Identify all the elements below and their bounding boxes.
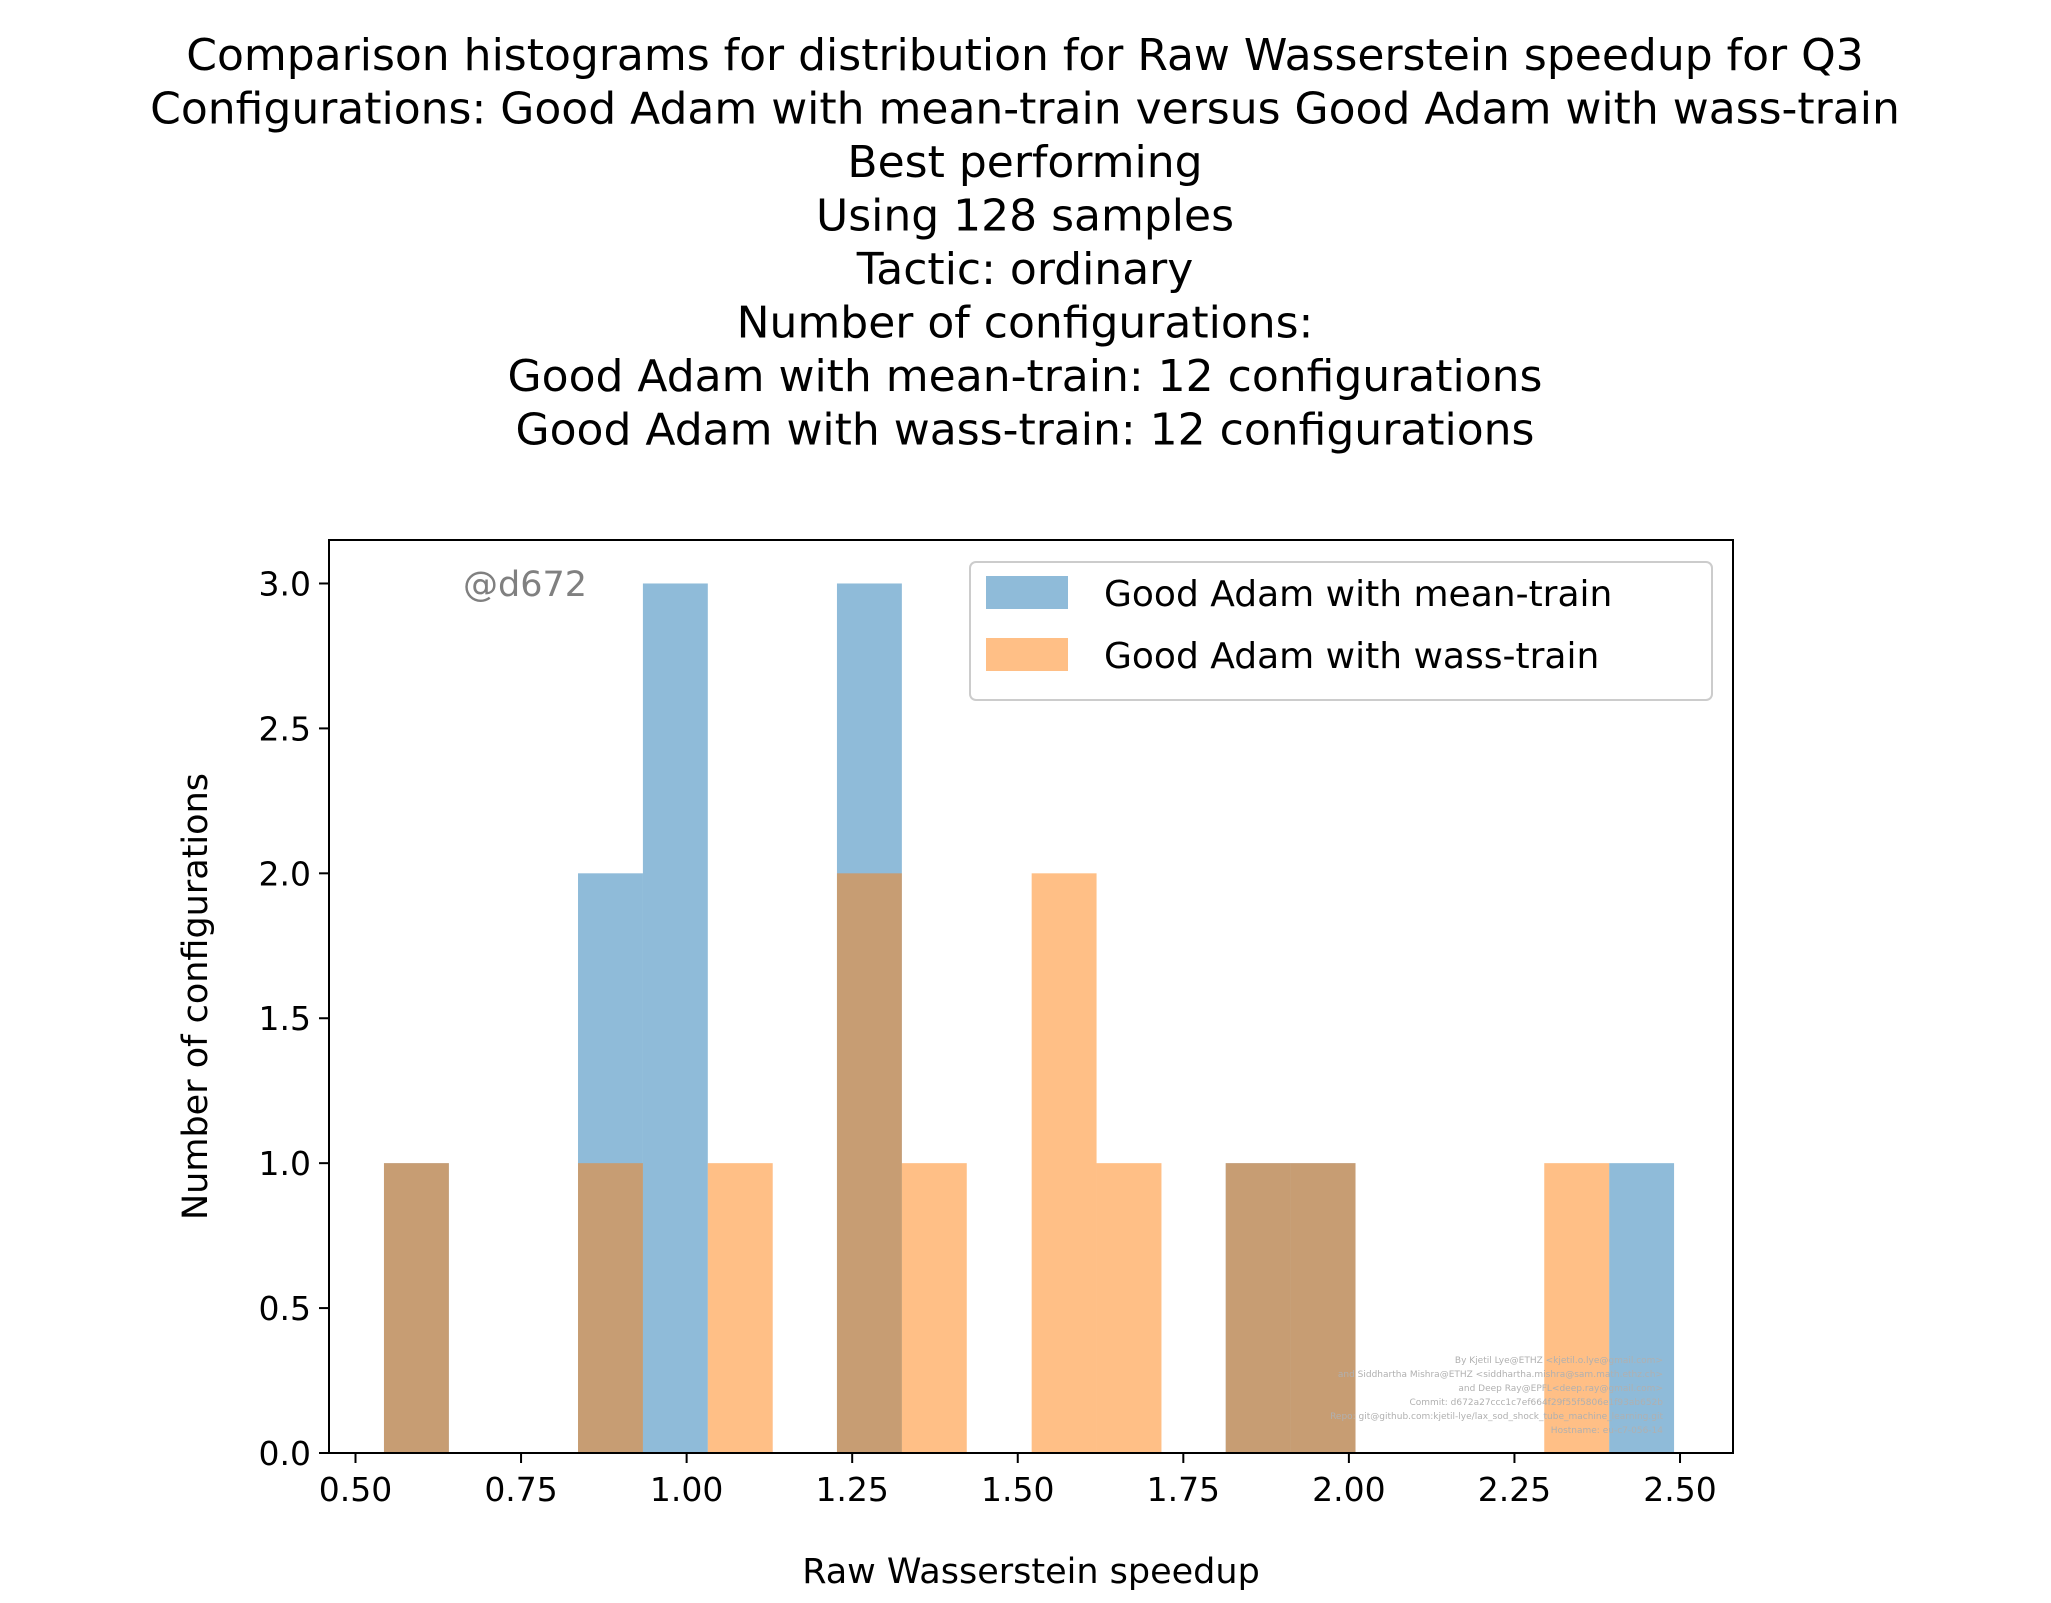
bar-series2-8 [1225,1163,1291,1453]
bar-series1-7 [1609,1163,1675,1453]
y-tick-label: 0.5 [259,1289,311,1328]
y-tick-label: 3.0 [259,564,311,603]
legend-swatch-1 [986,576,1068,609]
x-tick-label: 2.00 [1312,1470,1385,1509]
title-line-8: Good Adam with wass-train: 12 configurat… [516,405,1535,456]
title-line-3: Best performing [847,137,1202,188]
bar-series2-10 [1544,1163,1610,1453]
bar-series2-7 [1096,1163,1162,1453]
chart-title: Comparison histograms for distribution f… [150,30,1900,456]
bar-series2-2 [578,1163,643,1453]
bar-series2-6 [1031,873,1097,1453]
plot-frame [328,539,1734,1454]
credits-line: Hostname: eu-c7-056-14 [1551,1426,1663,1436]
title-line-1: Comparison histograms for distribution f… [186,30,1863,81]
legend: Good Adam with mean-train Good Adam with … [969,561,1713,701]
bar-series2-1 [383,1163,449,1453]
y-axis-ticks: 0.0 0.5 1.0 1.5 2.0 2.5 3.0 [259,564,329,1473]
histogram-bars [383,583,1675,1453]
bar-series2-9 [1290,1163,1356,1453]
y-tick-label: 2.0 [259,854,311,893]
x-tick-label: 2.50 [1643,1470,1716,1509]
title-line-4: Using 128 samples [816,191,1234,242]
credits-line: and Siddhartha Mishra@ETHZ <siddhartha.m… [1338,1370,1663,1380]
bar-series2-4 [836,873,902,1453]
y-tick-label: 1.5 [259,999,311,1038]
legend-box [969,561,1713,701]
credits-text: By Kjetil Lye@ETHZ <kjetil.o.lye@gmail.c… [1330,1356,1663,1436]
legend-swatch-2 [986,638,1068,671]
credits-line: By Kjetil Lye@ETHZ <kjetil.o.lye@gmail.c… [1455,1356,1663,1366]
y-tick-label: 0.0 [259,1434,311,1473]
title-line-7: Good Adam with mean-train: 12 configurat… [508,351,1543,402]
x-tick-label: 1.50 [981,1470,1054,1509]
watermark-label: @d672 [463,565,587,605]
x-axis-ticks: 0.50 0.75 1.00 1.25 1.50 1.75 2.00 2.25 2.50 [319,1453,1717,1509]
credits-line: Commit: d672a27ccc1c7ef664f29f55f5806e1f… [1409,1398,1663,1408]
x-tick-label: 2.25 [1478,1470,1551,1509]
x-tick-label: 1.25 [815,1470,888,1509]
legend-label-2: Good Adam with wass-train [1104,636,1599,677]
y-tick-label: 1.0 [259,1144,311,1183]
x-tick-label: 0.75 [484,1470,557,1509]
bar-series2-5 [901,1163,967,1453]
x-tick-label: 1.00 [650,1470,723,1509]
x-tick-label: 1.75 [1147,1470,1220,1509]
bar-series1-3 [642,583,708,1453]
x-axis-label: Raw Wasserstein speedup [802,1552,1260,1592]
x-tick-label: 0.50 [319,1470,392,1509]
title-line-6: Number of configurations: [737,298,1314,349]
y-axis-label: Number of configurations [176,773,216,1220]
credits-line: Repo: git@github.com:kjetil-lye/lax_sod_… [1330,1412,1663,1422]
credits-line: and Deep Ray@EPFL<deep.ray@gmail.com> [1458,1384,1663,1394]
title-line-5: Tactic: ordinary [856,244,1194,295]
bar-series2-3 [707,1163,773,1453]
legend-label-1: Good Adam with mean-train [1104,574,1612,615]
title-line-2: Configurations: Good Adam with mean-trai… [150,84,1900,135]
y-tick-label: 2.5 [259,709,311,748]
